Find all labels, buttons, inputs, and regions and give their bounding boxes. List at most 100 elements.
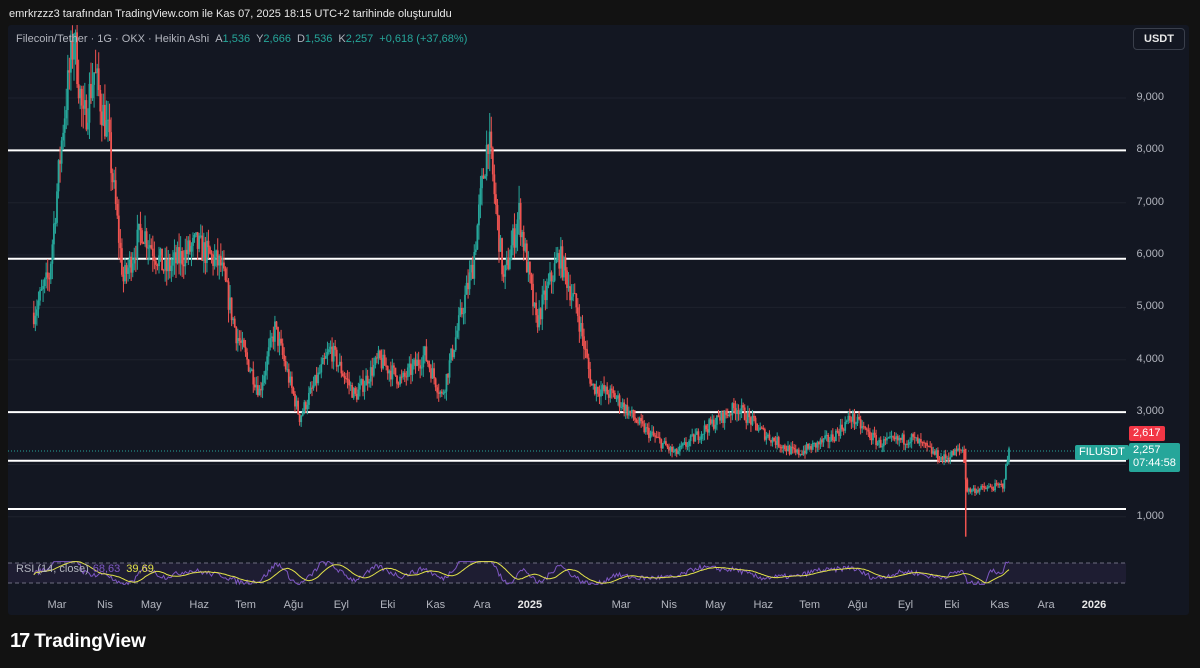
candle-body [431, 368, 434, 379]
candle-body [474, 249, 477, 253]
candle-body [96, 68, 99, 73]
candle-body [105, 120, 108, 137]
candle-body [1006, 460, 1009, 465]
candle-body [142, 243, 145, 245]
candle-body [592, 383, 595, 386]
candle-body [983, 486, 986, 489]
candle-body [529, 262, 531, 275]
candle-body [828, 441, 831, 443]
candle-body [563, 257, 565, 278]
rsi-label[interactable]: RSI (14, close) [16, 563, 89, 575]
candle-body [558, 253, 561, 269]
candle-body [567, 286, 570, 288]
candle-body [153, 256, 156, 262]
candle-body [314, 375, 316, 386]
candle-body [504, 265, 507, 277]
candle-body [104, 104, 106, 137]
candle-body [536, 315, 539, 328]
candle-body [686, 446, 689, 448]
candle-body [530, 274, 533, 284]
candle-body [189, 240, 191, 252]
candle-body [124, 265, 126, 282]
candle-body [923, 442, 925, 444]
candle-body [937, 450, 939, 461]
candle-body [213, 256, 216, 266]
candle-body [728, 414, 731, 416]
candle-body [456, 330, 459, 338]
candle-body [844, 422, 847, 431]
candle-body [875, 435, 877, 446]
candle-body [984, 488, 987, 490]
candle-body [666, 445, 669, 448]
candle-body [440, 391, 443, 394]
candle-body [675, 449, 678, 454]
candle-body [68, 70, 71, 73]
candle-body [281, 343, 284, 355]
candle-body [56, 191, 58, 223]
candle-body [414, 359, 417, 367]
candle-body [669, 446, 672, 451]
candle-body [943, 454, 945, 461]
symbol-label[interactable]: Filecoin/Tether · 1G · OKX · Heikin Ashi [16, 33, 210, 45]
candle-body [43, 279, 46, 287]
candle-body [617, 395, 619, 399]
candle-body [521, 231, 524, 238]
candle-body [210, 253, 213, 255]
candle-body [856, 416, 859, 424]
candle-body [317, 372, 320, 384]
candle-body [950, 450, 953, 457]
candle-body [734, 408, 737, 414]
candle-body [876, 442, 879, 446]
candle-body [156, 264, 159, 267]
candle-body [726, 414, 729, 416]
x-tick-label: Kas [990, 599, 1010, 611]
candle-body [165, 259, 168, 272]
candle-body [48, 277, 51, 280]
last-price-tag: 2,257 07:44:58 [1129, 443, 1180, 472]
candle-body [389, 370, 392, 380]
candle-body [601, 385, 604, 390]
candle-body [102, 104, 105, 126]
currency-button[interactable]: USDT [1133, 28, 1185, 50]
candle-body [782, 445, 785, 449]
candle-body [525, 243, 528, 273]
candle-body [442, 392, 445, 394]
candle-body [226, 280, 228, 282]
candle-body [179, 250, 182, 264]
candle-body [955, 449, 958, 451]
tradingview-logo[interactable]: 17 TradingView [10, 630, 146, 653]
candle-body [706, 429, 709, 433]
price-chart[interactable] [8, 25, 1189, 615]
candle-body [278, 338, 281, 346]
y-tick-label: 1,000 [1136, 509, 1164, 522]
candle-body [790, 446, 792, 455]
candle-body [702, 433, 704, 435]
candle-body [873, 432, 876, 436]
candle-body [298, 413, 301, 423]
candle-body [37, 300, 40, 310]
candle-body [683, 442, 686, 444]
candle-body [954, 449, 956, 456]
candle-body [607, 394, 610, 398]
candle-body [406, 367, 409, 378]
candle-body [462, 313, 465, 315]
candle-body [564, 257, 567, 271]
candle-body [332, 345, 335, 362]
candle-body [133, 258, 136, 264]
candle-body [447, 374, 449, 378]
candle-body [283, 354, 286, 361]
candle-body [658, 437, 661, 440]
candle-body [159, 248, 162, 256]
candle-body [193, 234, 196, 238]
candle-body [482, 175, 485, 179]
candle-body [499, 238, 502, 252]
candle-body [185, 249, 188, 255]
candle-body [532, 283, 534, 307]
candle-body [516, 219, 519, 235]
candle-body [45, 272, 48, 280]
candle-body [808, 446, 811, 449]
candle-body [241, 339, 244, 343]
chart-frame[interactable]: Filecoin/Tether · 1G · OKX · Heikin Ashi… [8, 25, 1189, 615]
x-tick-label: Ağu [283, 599, 304, 611]
candle-body [99, 89, 102, 112]
